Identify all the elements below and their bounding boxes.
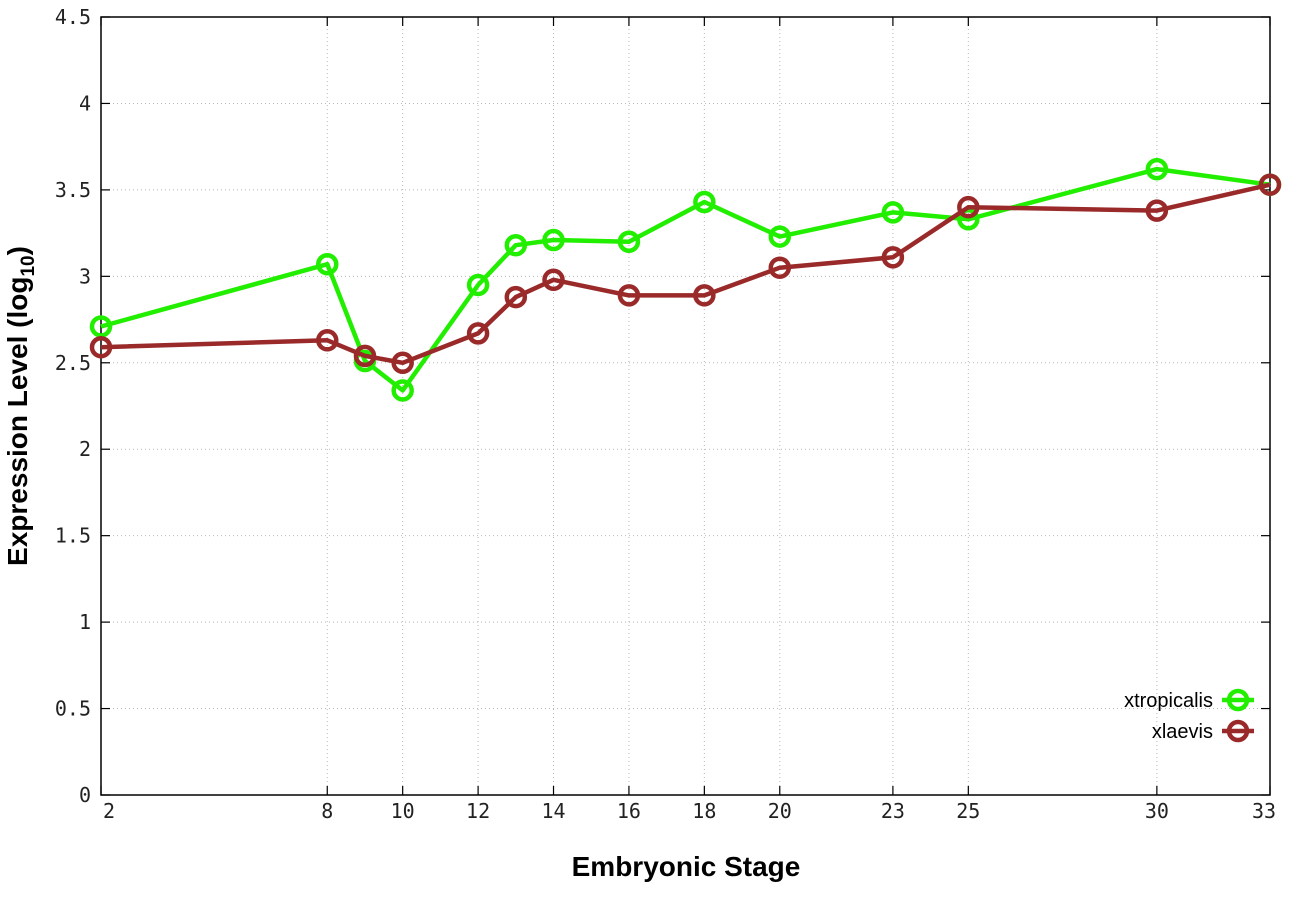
data-point-xlaevis [957, 195, 980, 219]
y-tick-label: 4 [79, 91, 91, 115]
x-tick-label: 16 [617, 799, 641, 823]
data-point-xtropicalis [316, 252, 339, 276]
x-tick-label: 20 [768, 799, 792, 823]
y-axis-title: Expression Level (log10) [2, 246, 39, 566]
x-tick-label: 14 [541, 799, 565, 823]
x-tick-label: 8 [321, 799, 333, 823]
y-tick-label: 2.5 [55, 351, 91, 375]
y-tick-label: 0 [79, 783, 91, 807]
x-tick-label: 18 [692, 799, 716, 823]
y-tick-label: 0.5 [55, 697, 91, 721]
series-layer [89, 157, 1282, 402]
x-tick-label: 30 [1145, 799, 1169, 823]
y-tick-label: 3 [79, 264, 91, 288]
x-tick-label: 23 [881, 799, 905, 823]
y-axis-title-close: ) [2, 246, 33, 255]
y-tick-label: 4.5 [55, 5, 91, 29]
data-point-xtropicalis [1145, 157, 1169, 181]
data-point-xtropicalis [617, 230, 641, 254]
data-point-xlaevis [881, 246, 905, 269]
data-point-xtropicalis [881, 201, 905, 224]
data-point-xlaevis [768, 256, 792, 279]
y-tick-label: 3.5 [55, 178, 91, 202]
x-tick-label: 25 [956, 799, 980, 823]
series-line-xlaevis [100, 182, 1271, 366]
data-point-xlaevis [617, 284, 641, 307]
legend-label: xlaevis [1152, 721, 1213, 743]
legend: xtropicalis xlaevis [1124, 688, 1254, 743]
x-axis-title: Embryonic Stage [572, 851, 801, 882]
data-point-xtropicalis [542, 228, 565, 252]
data-point-xlaevis [693, 284, 716, 307]
axis-ticks: 0 0.5 1 1.5 2 2.5 3 3.5 4 4.5 2 8 10 12 14 16 18 20 23 25 30… [55, 5, 1276, 823]
y-tick-label: 1 [79, 610, 91, 634]
data-point-xtropicalis [504, 233, 528, 257]
y-tick-label: 1.5 [55, 524, 91, 548]
data-point-xlaevis [1258, 173, 1282, 196]
data-point-xtropicalis [466, 273, 490, 297]
x-tick-label: 12 [466, 799, 490, 823]
data-point-xlaevis [1145, 199, 1169, 222]
x-tick-label: 2 [103, 799, 115, 823]
data-point-xtropicalis [391, 379, 414, 402]
data-point-xlaevis [542, 268, 565, 292]
plot-frame [100, 16, 1271, 796]
x-tick-label: 33 [1252, 799, 1276, 823]
legend-marker-swatch [1226, 688, 1250, 712]
data-point-xtropicalis [768, 225, 792, 248]
legend-label: xtropicalis [1124, 690, 1213, 712]
y-tick-label: 2 [79, 437, 91, 461]
data-point-xtropicalis [957, 208, 980, 231]
series-line-xtropicalis [100, 166, 1271, 393]
data-point-xtropicalis [89, 315, 113, 338]
data-point-xlaevis [353, 344, 377, 368]
series-xlaevis [89, 173, 1282, 375]
x-tick-label: 10 [391, 799, 415, 823]
data-point-xlaevis [89, 335, 113, 359]
data-point-xlaevis [316, 329, 339, 352]
y-axis-title-main: Expression Level (log [2, 277, 33, 566]
grid [101, 17, 1270, 795]
y-axis-title-subscript: 10 [18, 255, 39, 276]
legend-item-xtropicalis: xtropicalis [1124, 688, 1254, 712]
data-point-xlaevis [466, 322, 490, 345]
data-point-xlaevis [504, 285, 528, 309]
data-point-xlaevis [391, 351, 414, 375]
legend-item-xlaevis: xlaevis [1152, 719, 1254, 743]
data-point-xtropicalis [693, 190, 716, 214]
series-xtropicalis [89, 157, 1282, 402]
legend-marker-swatch [1226, 719, 1250, 743]
